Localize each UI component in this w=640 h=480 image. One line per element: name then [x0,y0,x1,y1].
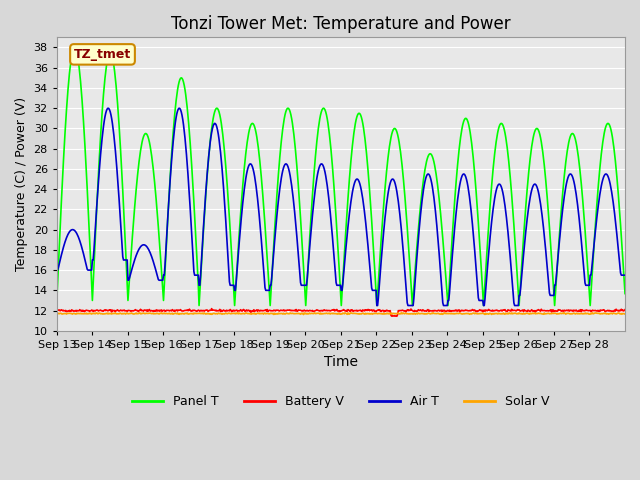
Air T [373,303,381,309]
X-axis label: Time: Time [324,355,358,370]
Panel T [253,139,261,145]
Panel T [401,195,409,201]
Solar V [432,311,440,316]
Air T [275,198,282,204]
Panel T [621,291,629,297]
Panel T [71,45,79,50]
Battery V [120,308,127,313]
Line: Solar V: Solar V [57,313,625,314]
Text: TZ_tmet: TZ_tmet [74,48,131,61]
Line: Panel T: Panel T [57,48,625,306]
Y-axis label: Temperature (C) / Power (V): Temperature (C) / Power (V) [15,97,28,271]
Line: Battery V: Battery V [57,309,625,316]
Panel T [275,163,283,169]
Solar V [53,311,61,317]
Battery V [208,306,216,312]
Solar V [300,312,307,317]
Air T [621,272,629,278]
Battery V [253,307,260,313]
Solar V [252,311,260,317]
Battery V [225,308,232,313]
Battery V [275,307,282,313]
Panel T [53,298,61,303]
Panel T [433,177,441,182]
Solar V [224,311,232,316]
Panel T [195,303,203,309]
Solar V [401,311,408,317]
Solar V [274,311,282,317]
Air T [104,105,112,111]
Panel T [225,216,233,221]
Air T [120,257,128,263]
Solar V [561,310,568,316]
Solar V [621,311,629,317]
Solar V [120,311,127,317]
Battery V [401,308,409,313]
Battery V [393,313,401,319]
Line: Air T: Air T [57,108,625,306]
Panel T [120,218,128,224]
Battery V [53,308,61,313]
Air T [253,190,260,195]
Battery V [433,308,441,314]
Air T [433,223,441,229]
Air T [225,266,232,272]
Title: Tonzi Tower Met: Temperature and Power: Tonzi Tower Met: Temperature and Power [171,15,511,33]
Battery V [621,307,629,312]
Air T [53,267,61,273]
Legend: Panel T, Battery V, Air T, Solar V: Panel T, Battery V, Air T, Solar V [127,390,555,413]
Air T [401,270,409,276]
